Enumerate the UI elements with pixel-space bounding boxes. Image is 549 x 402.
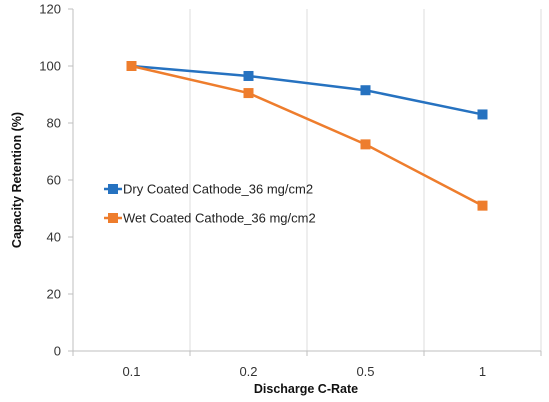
x-axis-title: Discharge C-Rate bbox=[254, 382, 358, 396]
y-axis-title: Capacity Retention (%) bbox=[10, 112, 24, 248]
data-point-series-1 bbox=[243, 70, 254, 81]
x-tick-label: 1 bbox=[479, 364, 486, 379]
data-point-series-2 bbox=[243, 88, 254, 99]
data-point-series-1 bbox=[477, 109, 488, 120]
data-point-series-1 bbox=[360, 85, 371, 96]
x-tick-label: 0.1 bbox=[122, 364, 140, 379]
axes: 0 20 40 60 80 100 120 0.1 0.2 0.5 1 bbox=[39, 2, 542, 379]
y-tick-label: 0 bbox=[54, 344, 61, 359]
data-point-series-2 bbox=[126, 61, 137, 71]
data-point-series-2 bbox=[477, 200, 488, 211]
legend-marker bbox=[108, 213, 118, 223]
x-tick-label: 0.2 bbox=[239, 364, 257, 379]
series-line-1 bbox=[131, 64, 483, 116]
legend-label: Wet Coated Cathode_36 mg/cm2 bbox=[123, 211, 316, 226]
y-tick-label: 60 bbox=[47, 173, 61, 188]
y-tick-label: 120 bbox=[39, 2, 61, 17]
series bbox=[126, 61, 488, 211]
y-tick-label: 100 bbox=[39, 59, 61, 74]
y-tick-label: 80 bbox=[47, 116, 61, 131]
grid-lines bbox=[72, 9, 542, 351]
legend-marker bbox=[108, 184, 118, 194]
series-line-2 bbox=[131, 64, 484, 207]
legend: Dry Coated Cathode_36 mg/cm2 Wet Coated C… bbox=[104, 182, 316, 226]
legend-label: Dry Coated Cathode_36 mg/cm2 bbox=[123, 182, 313, 197]
y-tick-label: 40 bbox=[47, 230, 61, 245]
x-tick-label: 0.5 bbox=[356, 364, 374, 379]
data-point-series-2 bbox=[360, 139, 371, 150]
y-tick-label: 20 bbox=[47, 287, 61, 302]
axis-labels: Discharge C-Rate Capacity Retention (%) bbox=[10, 112, 358, 396]
